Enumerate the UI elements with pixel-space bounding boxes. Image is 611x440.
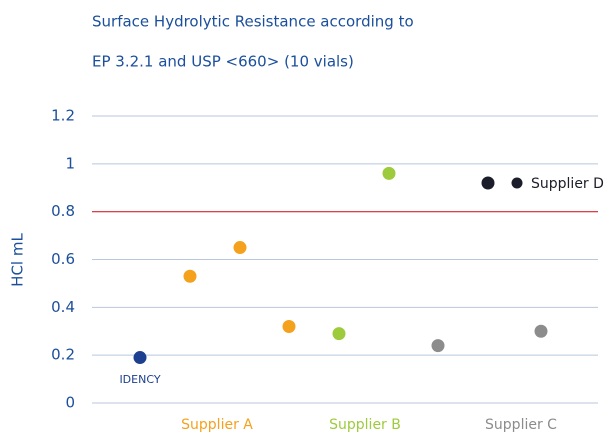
y-tick-label: 1.2 bbox=[51, 107, 75, 125]
point bbox=[183, 269, 197, 283]
point bbox=[481, 176, 495, 190]
series-label: Supplier D bbox=[531, 176, 604, 192]
point bbox=[233, 241, 247, 255]
point bbox=[332, 327, 346, 341]
y-tick-label: 0.4 bbox=[51, 298, 75, 316]
series-label: Supplier C bbox=[485, 417, 557, 433]
y-tick-label: 1 bbox=[65, 154, 75, 172]
point bbox=[382, 166, 396, 180]
y-axis-label: HCl mL bbox=[9, 233, 27, 287]
point bbox=[534, 324, 548, 338]
y-tick-label: 0.6 bbox=[51, 250, 75, 268]
legend-marker bbox=[511, 177, 523, 189]
series-label: Supplier B bbox=[329, 417, 401, 433]
series-label: IDENCY bbox=[119, 373, 160, 386]
point bbox=[282, 319, 296, 333]
point bbox=[431, 339, 445, 353]
y-tick-label: 0.8 bbox=[51, 202, 75, 220]
series-label: Supplier A bbox=[181, 417, 253, 433]
y-tick-label: 0 bbox=[65, 394, 75, 412]
y-tick-label: 0.2 bbox=[51, 346, 75, 364]
point bbox=[133, 351, 147, 365]
chart-title: Surface Hydrolytic Resistance according … bbox=[92, 13, 414, 31]
chart-title: EP 3.2.1 and USP <660> (10 vials) bbox=[92, 53, 354, 71]
